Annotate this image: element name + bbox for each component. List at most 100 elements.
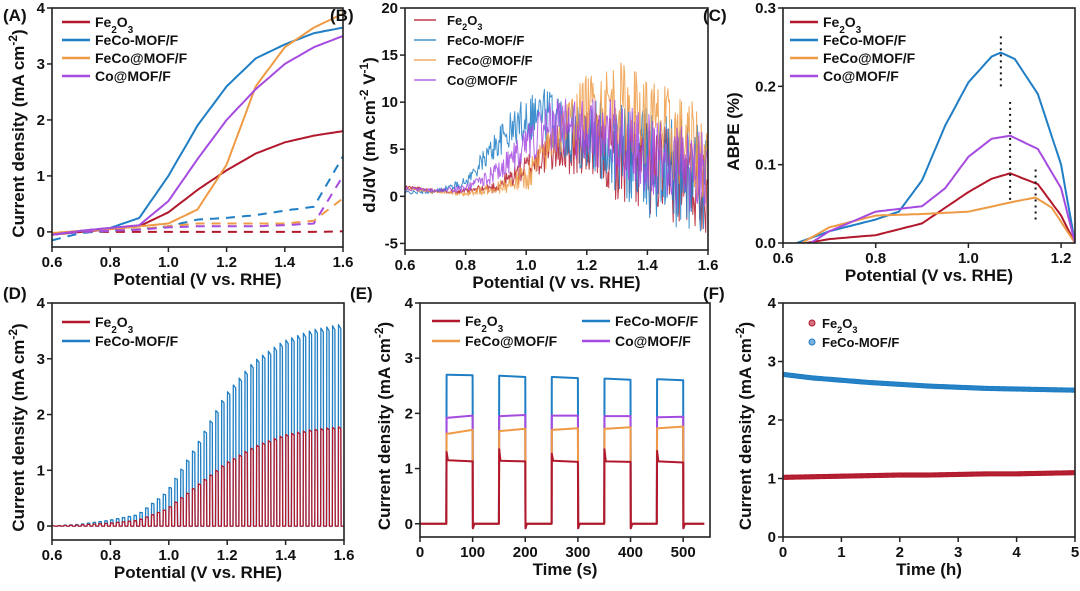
y-tick-label: 0.1 bbox=[755, 157, 776, 174]
text-part: ) bbox=[360, 57, 379, 63]
x-tick-label: 0.6 bbox=[773, 250, 794, 267]
text-part: Co@MOF/F bbox=[447, 73, 517, 88]
legend-label: FeCo@MOF/F bbox=[465, 333, 558, 349]
legend-label: FeCo-MOF/F bbox=[822, 335, 899, 350]
text-part: ) bbox=[9, 29, 28, 35]
legend-item: FeCo-MOF/F bbox=[808, 335, 899, 350]
y-tick-label: 0.0 bbox=[755, 235, 776, 252]
panel-label: (F) bbox=[703, 284, 725, 303]
text-part: Fe bbox=[465, 313, 482, 329]
x-tick-label: 500 bbox=[671, 544, 696, 561]
x-tick-label: 1.4 bbox=[637, 257, 659, 274]
text-part: O bbox=[842, 316, 852, 331]
y-tick-label: 0.2 bbox=[755, 78, 776, 95]
plot-area bbox=[405, 62, 708, 233]
text-part: Current density (mA cm bbox=[736, 338, 755, 530]
light-curve-co-mof-f bbox=[52, 35, 343, 236]
plot-area bbox=[52, 12, 343, 242]
plot-frame bbox=[419, 302, 711, 538]
panel-b: 0.6 0.8 1.0 1.2 1.4 1.6 -5 0 5 10 15 20 Potential (V… bbox=[330, 0, 718, 292]
text-part: Fe bbox=[822, 316, 837, 331]
text-part: O bbox=[467, 13, 477, 28]
dark-curve-co-mof-f bbox=[52, 175, 343, 236]
text-part: Co@MOF/F bbox=[823, 68, 899, 84]
legend-marker bbox=[808, 338, 816, 346]
text-part: -1 bbox=[357, 62, 371, 73]
legend-label: Fe2O3 bbox=[822, 316, 857, 335]
legend-label: Co@MOF/F bbox=[447, 73, 517, 88]
text-part: -2 bbox=[6, 329, 20, 340]
x-tick-label: 0 bbox=[779, 544, 787, 561]
legend-label: Fe2O3 bbox=[95, 14, 134, 36]
text-part: FeCo-MOF/F bbox=[822, 335, 899, 350]
x-tick-label: 1.6 bbox=[333, 254, 354, 271]
y-tick-label: 3 bbox=[405, 350, 413, 367]
x-tick-label: 1 bbox=[837, 544, 845, 561]
text-part: dJ/dV (mA cm bbox=[360, 100, 379, 213]
plot-area bbox=[420, 373, 705, 530]
y-axis-title: Current density (mA cm-2) bbox=[372, 322, 394, 530]
x-tick-label: 0.8 bbox=[100, 547, 121, 564]
text-part: V bbox=[360, 73, 379, 90]
text-part: ) bbox=[375, 322, 394, 328]
legend-item: Fe2O3 bbox=[790, 14, 862, 36]
x-tick-label: 1.2 bbox=[217, 547, 238, 564]
text-part: Current density (mA cm bbox=[375, 338, 394, 530]
curve-co-mof-f bbox=[810, 134, 1075, 243]
text-part: Current density (mA cm bbox=[9, 340, 28, 532]
legend-item: Co@MOF/F bbox=[414, 73, 517, 88]
legend-label: FeCo@MOF/F bbox=[823, 50, 916, 66]
legend-label: Fe2O3 bbox=[465, 313, 504, 335]
text-part: 2 bbox=[481, 324, 487, 335]
x-axis-title: Time (s) bbox=[533, 560, 598, 579]
text-part: -2 bbox=[372, 327, 386, 338]
text-part: FeCo@MOF/F bbox=[447, 53, 533, 68]
x-axis-title: Potential (V vs. RHE) bbox=[113, 270, 281, 289]
text-part: 3 bbox=[856, 25, 862, 36]
plot-frame bbox=[404, 7, 709, 251]
text-part: O bbox=[117, 314, 128, 330]
legend-label: Fe2O3 bbox=[447, 13, 482, 32]
text-part: -2 bbox=[357, 89, 371, 100]
x-tick-label: 100 bbox=[460, 544, 485, 561]
y-tick-label: 0 bbox=[390, 188, 398, 205]
y-tick-label: 15 bbox=[381, 47, 398, 64]
dark-curve-feco-mof-f bbox=[52, 155, 343, 242]
legend-label: Fe2O3 bbox=[95, 314, 134, 336]
legend-label: FeCo-MOF/F bbox=[823, 32, 907, 48]
text-part: Fe bbox=[823, 14, 840, 30]
plot-frame bbox=[782, 7, 1076, 244]
y-tick-label: 20 bbox=[381, 0, 398, 17]
y-tick-label: 0 bbox=[37, 224, 45, 241]
y-tick-label: 2 bbox=[405, 405, 413, 422]
x-tick-label: 300 bbox=[565, 544, 590, 561]
x-tick-label: 1.2 bbox=[576, 257, 597, 274]
x-tick-label: 1.6 bbox=[698, 257, 719, 274]
x-tick-label: 0 bbox=[416, 544, 424, 561]
legend-item: FeCo@MOF/F bbox=[432, 333, 558, 349]
x-tick-label: 1.4 bbox=[274, 254, 296, 271]
legend-item: FeCo-MOF/F bbox=[414, 33, 524, 48]
y-tick-label: 0.3 bbox=[755, 0, 776, 17]
x-tick-label: 1.2 bbox=[1051, 250, 1072, 267]
legend-label: FeCo-MOF/F bbox=[447, 33, 524, 48]
x-tick-label: 200 bbox=[513, 544, 538, 561]
legend-item: FeCo-MOF/F bbox=[62, 333, 179, 349]
text-part: 2 bbox=[111, 25, 117, 36]
legend-item: FeCo-MOF/F bbox=[582, 313, 699, 329]
panel-label: (E) bbox=[350, 284, 373, 303]
y-axis-title: ABPE (%) bbox=[724, 92, 743, 170]
x-tick-label: 400 bbox=[618, 544, 643, 561]
panel-label: (D) bbox=[3, 284, 27, 303]
legend-marker bbox=[808, 319, 816, 327]
curve-fe2o3 bbox=[806, 172, 1075, 243]
legend-item: FeCo-MOF/F bbox=[790, 32, 907, 48]
legend-item: Fe2O3 bbox=[62, 314, 134, 336]
